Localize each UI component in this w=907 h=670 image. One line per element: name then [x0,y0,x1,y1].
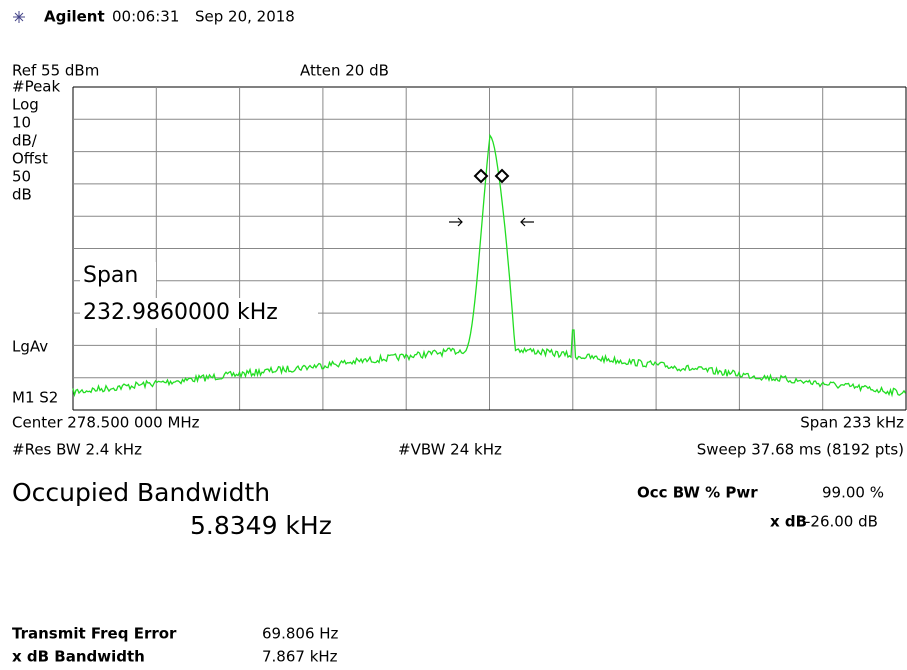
brand: Agilent [44,8,105,26]
span-label: Span [83,263,138,288]
row-label: x dB Bandwidth [12,648,145,666]
xdb-label: x dB [770,513,807,531]
result-title: Occupied Bandwidth [12,478,270,507]
date: Sep 20, 2018 [195,8,295,26]
ref-level: Ref 55 dBm [12,62,99,80]
attenuation: Atten 20 dB [300,62,389,80]
detector: LgAv [12,338,48,356]
scale-label: Log [12,96,39,114]
row-label: Transmit Freq Error [12,625,177,643]
scale-label: dB [12,186,32,204]
xdb-value: -26.00 dB [805,513,878,531]
occ-bw-label: Occ BW % Pwr [637,484,758,502]
occ-bw-value: 99.00 % [822,484,884,502]
logo [13,11,25,23]
res-bw: #Res BW 2.4 kHz [12,441,142,459]
markers [473,168,510,184]
trace [72,133,907,398]
scale-label: dB/ [12,132,38,150]
scale-label: 50 [12,168,31,186]
span-bg [80,298,318,328]
result-value: 5.8349 kHz [190,511,332,540]
scale-label: Offst [12,150,48,168]
scale-label: 10 [12,114,31,132]
row-value: 69.806 Hz [262,625,339,643]
row-value: 7.867 kHz [262,648,338,666]
time: 00:06:31 [112,8,179,26]
scale-label: #Peak [12,78,60,96]
arrows [449,217,534,227]
span-bg [80,262,156,290]
sweep: Sweep 37.68 ms (8192 pts) [697,441,904,459]
span: Span 233 kHz [800,414,904,432]
graticule [72,86,907,411]
marker-status: M1 S2 [12,389,58,407]
span-value: 232.9860000 kHz [83,300,278,325]
vbw: #VBW 24 kHz [398,441,502,459]
center-freq: Center 278.500 000 MHz [12,414,200,432]
